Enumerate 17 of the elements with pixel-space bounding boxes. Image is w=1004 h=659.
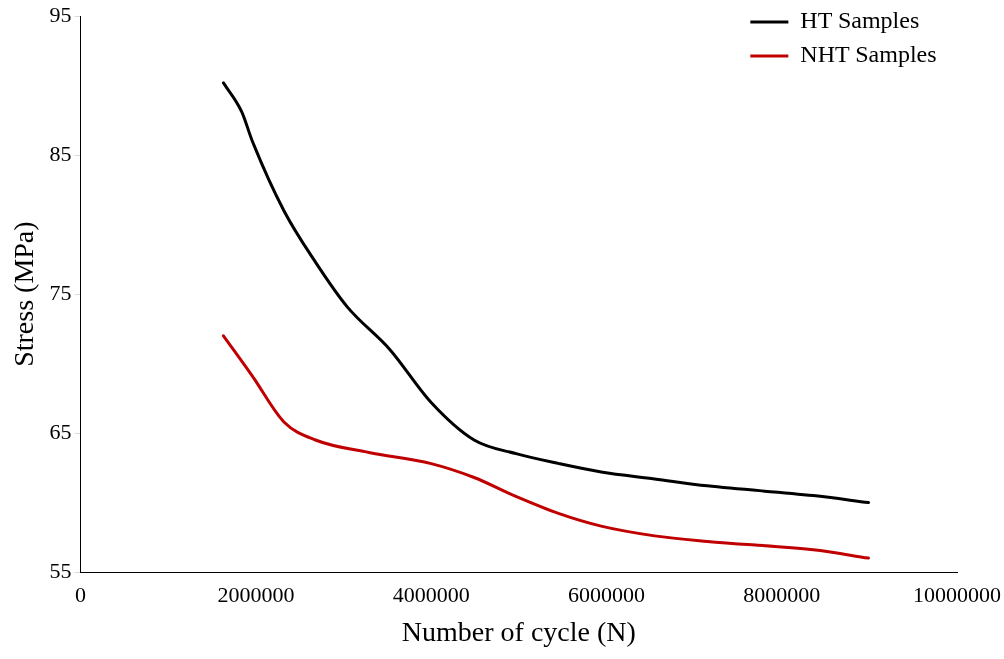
- x-tick-label: 6000000: [567, 581, 645, 607]
- y-tick-label: 75: [49, 279, 72, 305]
- legend-label: HT Samples: [800, 7, 920, 34]
- x-tick-label: 0: [75, 581, 87, 607]
- x-tick-label: 2000000: [217, 581, 295, 607]
- y-tick-label: 65: [49, 418, 72, 444]
- y-tick-label: 85: [49, 140, 72, 166]
- x-tick-label: 8000000: [743, 581, 821, 607]
- y-tick-label: 55: [49, 557, 72, 583]
- legend-label: NHT Samples: [800, 41, 937, 68]
- line-series: [221, 81, 870, 505]
- line-series: [221, 334, 870, 560]
- y-tick-label: 95: [49, 1, 72, 27]
- x-tick-label: 10000000: [913, 581, 1001, 607]
- x-axis-title: Number of cycle (N): [401, 615, 636, 647]
- x-tick-label: 4000000: [392, 581, 470, 607]
- y-axis-title: Stress (MPa): [8, 221, 40, 367]
